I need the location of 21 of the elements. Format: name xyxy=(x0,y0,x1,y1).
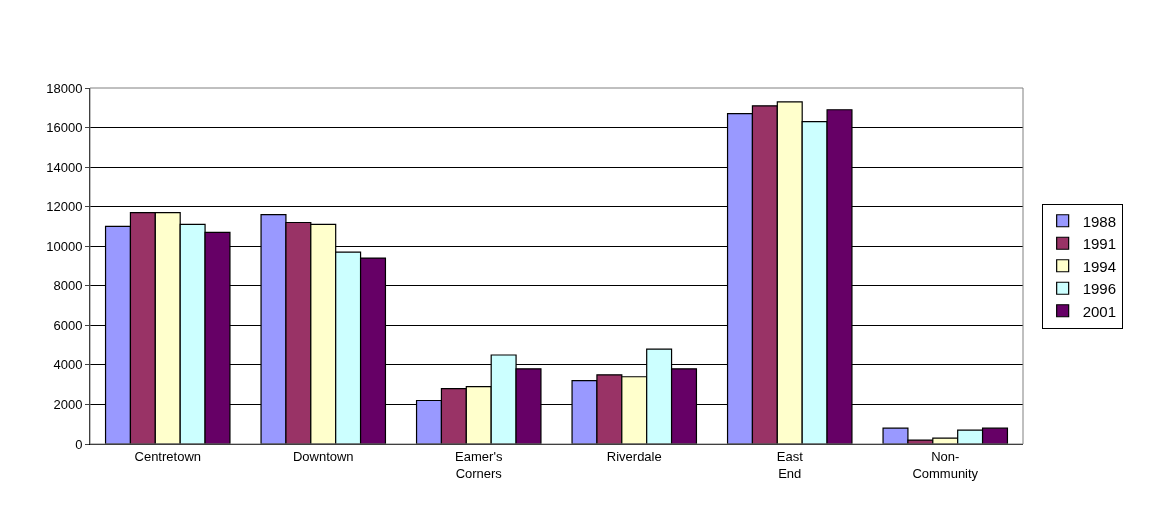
x-tick-label: Non-Community xyxy=(912,448,979,481)
y-tick-label: 12000 xyxy=(46,199,83,215)
x-tick-label: Riverdale xyxy=(606,448,662,464)
legend-label: 2001 xyxy=(1082,302,1117,320)
y-tick-label: 4000 xyxy=(53,357,83,373)
x-tick-label: East End xyxy=(776,448,804,481)
legend-label: 1991 xyxy=(1082,235,1117,253)
legend-label: 1988 xyxy=(1082,212,1117,230)
y-tick-label: 16000 xyxy=(46,120,83,136)
y-tick-label: 14000 xyxy=(46,159,83,175)
y-tick-label: 2000 xyxy=(53,396,83,412)
y-tick-label: 18000 xyxy=(46,80,83,96)
x-tick-label: Centretown xyxy=(134,448,201,464)
x-tick-label: Eamer's Corners xyxy=(455,448,503,481)
legend-label: 1996 xyxy=(1082,280,1117,298)
y-tick-label: 8000 xyxy=(53,278,83,294)
y-tick-label: 10000 xyxy=(46,238,83,254)
y-tick-label: 6000 xyxy=(53,317,83,333)
y-tick-label: 0 xyxy=(75,436,83,452)
legend-label: 1994 xyxy=(1082,257,1117,275)
x-tick-label: Downtown xyxy=(292,448,354,464)
